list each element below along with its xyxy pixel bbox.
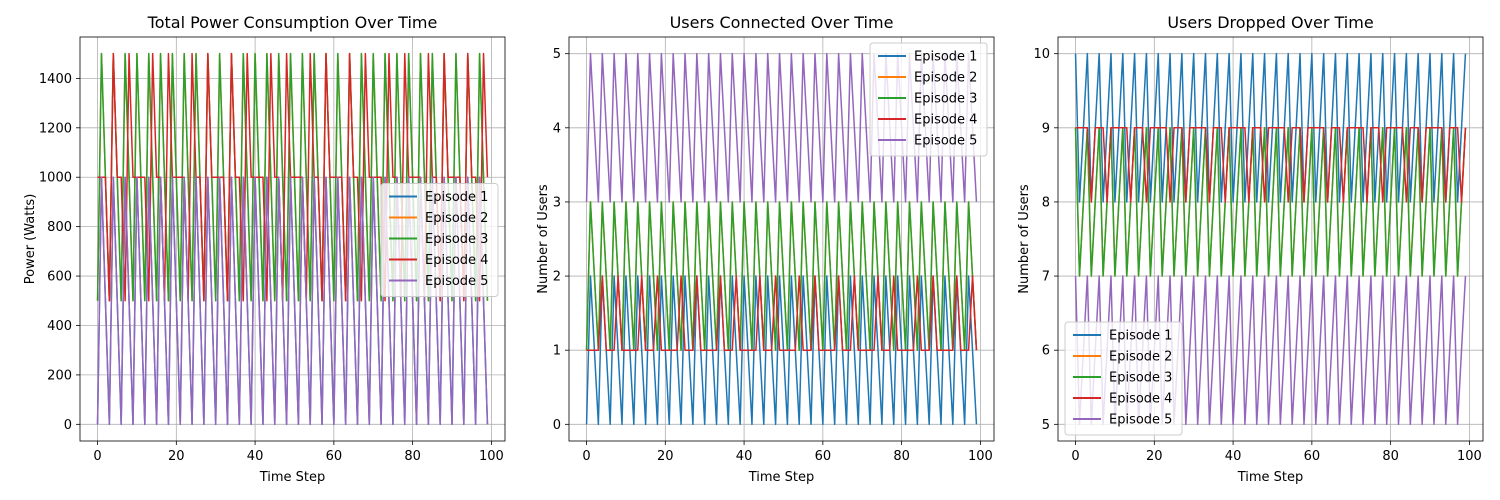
x-tick-label: 20: [657, 449, 674, 464]
y-tick-label: 4: [553, 121, 561, 136]
x-tick-label: 100: [968, 449, 993, 464]
legend-label: Episode 2: [425, 211, 488, 226]
legend-label: Episode 5: [425, 274, 488, 289]
y-tick-label: 8: [1042, 195, 1050, 210]
chart-title: Total Power Consumption Over Time: [147, 13, 438, 32]
legend: Episode 1 Episode 2 Episode 3 Episode 4 Epis…: [1064, 321, 1183, 436]
axes-frame: [79, 36, 506, 442]
y-tick-label: 600: [47, 270, 72, 285]
x-tick-label: 40: [247, 449, 264, 464]
y-axis-label: Power (Watts): [23, 194, 38, 285]
legend-label: Episode 1: [1109, 329, 1172, 344]
legend-label: Episode 3: [425, 232, 488, 247]
x-tick-label: 0: [1071, 449, 1079, 464]
x-tick-label: 100: [1457, 449, 1482, 464]
x-axis-label: Time Step: [748, 470, 815, 485]
y-tick-label: 3: [553, 195, 561, 210]
x-tick-label: 80: [1382, 449, 1399, 464]
x-tick-label: 40: [1225, 449, 1242, 464]
y-tick-label: 6: [1042, 344, 1050, 359]
x-tick-label: 20: [1146, 449, 1163, 464]
y-tick-label: 10: [1033, 47, 1050, 62]
x-tick-label: 100: [479, 449, 504, 464]
legend-label: Episode 4: [1109, 392, 1172, 407]
y-tick-label: 5: [553, 47, 561, 62]
y-tick-label: 1200: [39, 121, 72, 136]
y-tick-label: 1400: [39, 72, 72, 87]
legend: Episode 1 Episode 2 Episode 3 Episode 4 Epis…: [380, 183, 499, 297]
y-tick-label: 0: [64, 418, 72, 433]
y-tick-label: 200: [47, 368, 72, 383]
chart-title: Users Connected Over Time: [670, 13, 894, 32]
y-tick-label: 7: [1042, 270, 1050, 285]
legend-label: Episode 2: [1109, 350, 1172, 365]
series-line-episode-3: [585, 201, 978, 351]
x-tick-label: 60: [1304, 449, 1321, 464]
legend-label: Episode 4: [914, 113, 977, 128]
axes-frame: [568, 36, 995, 442]
x-tick-label: 60: [326, 449, 343, 464]
x-tick-label: 0: [93, 449, 101, 464]
x-tick-label: 80: [404, 449, 421, 464]
series-line-episode-3: [1074, 127, 1467, 277]
legend-box: [1064, 321, 1183, 436]
x-tick-label: 0: [582, 449, 590, 464]
legend-label: Episode 5: [914, 134, 977, 149]
legend-label: Episode 1: [914, 50, 977, 65]
legend-label: Episode 3: [914, 92, 977, 107]
y-axis-label: Number of Users: [1017, 184, 1032, 294]
legend-label: Episode 2: [914, 71, 977, 86]
y-axis-label: Number of Users: [536, 184, 551, 294]
y-tick-label: 5: [1042, 418, 1050, 433]
series-line-episode-1: [585, 275, 978, 426]
legend-label: Episode 3: [1109, 371, 1172, 386]
y-tick-label: 2: [553, 270, 561, 285]
chart-panel-2: 0 20 40 60 80 100 0 1 2 3 4 5 Users Connected Over T…: [536, 13, 995, 485]
y-tick-label: 0: [553, 418, 561, 433]
legend-box: [380, 183, 499, 297]
legend: Episode 1 Episode 2 Episode 3 Episode 4 Epis…: [869, 42, 988, 157]
y-tick-label: 9: [1042, 121, 1050, 136]
legend-label: Episode 4: [425, 253, 488, 268]
legend-box: [869, 42, 988, 157]
series-line-episode-4: [1075, 127, 1467, 203]
chart-panel-1: 0 20 40 60 80 1000200400600800100012001400Tot…: [23, 13, 506, 485]
chart-title: Users Dropped Over Time: [1167, 13, 1373, 32]
x-axis-label: Time Step: [1237, 470, 1304, 485]
legend-label: Episode 1: [425, 190, 488, 205]
series-line-episode-1: [1074, 52, 1467, 203]
y-tick-label: 400: [47, 319, 72, 334]
x-tick-label: 20: [168, 449, 185, 464]
series-line-episode-4: [586, 275, 978, 351]
legend-label: Episode 5: [1109, 413, 1172, 428]
chart-panel-3: 0 20 40 60 80 100 5 6 7 8 9 10 Users Dropped Over Ti…: [1017, 13, 1484, 485]
y-tick-label: 1000: [39, 171, 72, 186]
x-tick-label: 60: [815, 449, 832, 464]
x-tick-label: 80: [893, 449, 910, 464]
x-axis-label: Time Step: [259, 470, 326, 485]
axes-frame: [1057, 36, 1484, 442]
y-tick-label: 1: [553, 344, 561, 359]
x-tick-label: 40: [736, 449, 753, 464]
y-tick-label: 800: [47, 220, 72, 235]
series-line-episode-3: [96, 52, 489, 302]
